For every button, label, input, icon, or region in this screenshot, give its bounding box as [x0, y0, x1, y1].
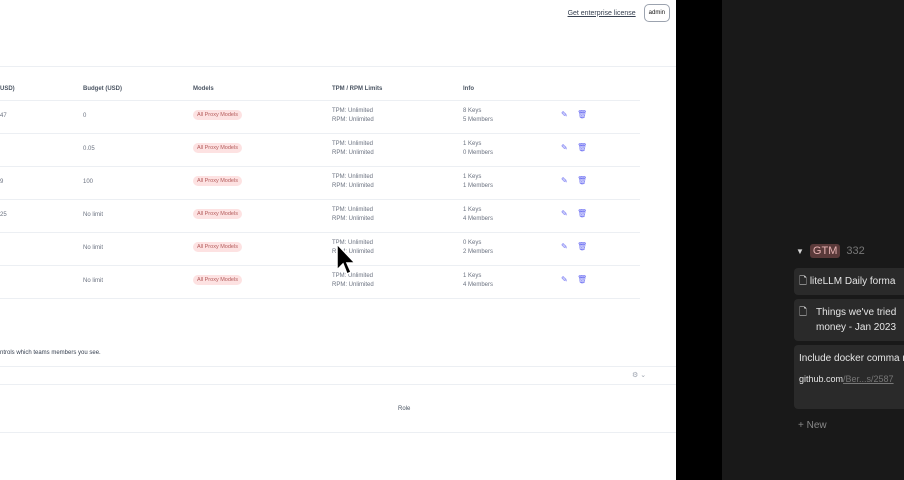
edit-icon[interactable]: ✎	[561, 143, 568, 152]
keys-cell: 1 Keys	[463, 141, 482, 147]
models-badge: All Proxy Models	[193, 110, 242, 120]
rpm-cell: RPM: Unlimited	[332, 150, 374, 156]
models-badge: All Proxy Models	[193, 275, 242, 285]
spend-cell: 25	[0, 212, 7, 218]
row-divider	[0, 298, 640, 299]
mouse-cursor-icon	[336, 243, 357, 276]
trash-icon[interactable]: 🗑	[577, 275, 588, 284]
row-divider	[0, 199, 640, 200]
col-spend: USD)	[0, 86, 15, 92]
models-badge: All Proxy Models	[193, 209, 242, 219]
edit-icon[interactable]: ✎	[561, 242, 568, 251]
tpm-cell: TPM: Unlimited	[332, 240, 374, 246]
edit-icon[interactable]: ✎	[561, 110, 568, 119]
enterprise-license-link[interactable]: Get enterprise license	[567, 9, 636, 17]
tpm-cell: TPM: Unlimited	[332, 273, 374, 279]
col-role: Role	[398, 406, 411, 412]
models-badge: All Proxy Models	[193, 242, 242, 252]
row-divider	[0, 265, 640, 266]
keys-cell: 1 Keys	[463, 174, 482, 180]
divider	[0, 66, 676, 67]
board-card[interactable]: 🗋 Things we've tried money - Jan 2023	[794, 299, 904, 341]
trash-icon[interactable]: 🗑	[577, 176, 588, 185]
board-card[interactable]: 🗋 liteLLM Daily forma	[794, 268, 904, 295]
page-icon: 🗋	[799, 276, 808, 287]
col-models: Models	[193, 86, 214, 92]
members-cell: 4 Members	[463, 216, 494, 222]
models-badge: All Proxy Models	[193, 143, 242, 153]
edit-icon[interactable]: ✎	[561, 275, 568, 284]
budget-cell: 100	[83, 179, 94, 185]
settings-gear-icon[interactable]: ⚙ ⌄	[632, 372, 647, 379]
window-gap	[676, 0, 722, 480]
members-cell: 4 Members	[463, 282, 494, 288]
budget-cell: No limit	[83, 245, 104, 251]
card-title: Include docker comma notes	[799, 353, 904, 364]
trash-icon[interactable]: 🗑	[577, 209, 588, 218]
collapse-triangle-icon[interactable]: ▼	[796, 246, 804, 256]
col-info: Info	[463, 86, 474, 92]
keys-cell: 8 Keys	[463, 108, 482, 114]
keys-cell: 1 Keys	[463, 207, 482, 213]
trash-icon[interactable]: 🗑	[577, 110, 588, 119]
row-divider	[0, 166, 640, 167]
new-label: New	[806, 420, 827, 431]
edit-icon[interactable]: ✎	[561, 209, 568, 218]
keys-cell: 1 Keys	[463, 273, 482, 279]
row-divider	[0, 100, 640, 101]
rpm-cell: RPM: Unlimited	[332, 282, 374, 288]
col-budget: Budget (USD)	[83, 86, 122, 92]
col-limits: TPM / RPM Limits	[332, 86, 383, 92]
rpm-cell: RPM: Unlimited	[332, 216, 374, 222]
members-cell: 2 Members	[463, 249, 494, 255]
top-bar: Get enterprise license admin	[568, 4, 670, 22]
divider	[0, 384, 676, 385]
members-cell: 5 Members	[463, 117, 494, 123]
group-header[interactable]: ▼ GTM 332	[796, 244, 865, 258]
keys-cell: 0 Keys	[463, 240, 482, 246]
notion-board: ▼ GTM 332 🗋 liteLLM Daily forma 🗋 Things …	[722, 0, 904, 480]
rpm-cell: RPM: Unlimited	[332, 183, 374, 189]
card-title: liteLLM Daily forma	[809, 276, 896, 287]
litellm-admin-panel: Get enterprise license admin USD) Budget…	[0, 0, 676, 480]
rpm-cell: RPM: Unlimited	[332, 249, 374, 255]
rpm-cell: RPM: Unlimited	[332, 117, 374, 123]
tpm-cell: TPM: Unlimited	[332, 108, 374, 114]
budget-cell: 0	[83, 113, 87, 119]
tpm-cell: TPM: Unlimited	[332, 141, 374, 147]
link-path[interactable]: /Ber...s/2587	[843, 374, 894, 384]
budget-cell: No limit	[83, 212, 104, 218]
trash-icon[interactable]: 🗑	[577, 143, 588, 152]
spend-cell: 9	[0, 179, 4, 185]
tpm-cell: TPM: Unlimited	[332, 207, 374, 213]
members-cell: 1 Members	[463, 183, 494, 189]
row-divider	[0, 232, 640, 233]
spend-cell: 47	[0, 113, 7, 119]
user-badge[interactable]: admin	[643, 4, 670, 22]
divider	[0, 432, 676, 433]
group-count: 332	[846, 245, 865, 257]
edit-icon[interactable]: ✎	[561, 176, 568, 185]
page-icon: 🗋	[799, 307, 808, 318]
group-tag: GTM	[809, 244, 841, 258]
trash-icon[interactable]: 🗑	[577, 242, 588, 251]
link-host[interactable]: github.com	[799, 374, 844, 384]
board-card[interactable]: Include docker comma notes github.com/Be…	[794, 345, 904, 409]
members-description: ntrols which teams members you see.	[0, 350, 101, 356]
row-divider	[0, 133, 640, 134]
models-badge: All Proxy Models	[193, 176, 242, 186]
divider	[0, 366, 676, 367]
new-card-button[interactable]: + New	[798, 420, 827, 431]
budget-cell: 0.05	[83, 146, 95, 152]
card-title: Things we've tried money - Jan 2023	[816, 307, 897, 333]
budget-cell: No limit	[83, 278, 104, 284]
members-cell: 0 Members	[463, 150, 494, 156]
tpm-cell: TPM: Unlimited	[332, 174, 374, 180]
